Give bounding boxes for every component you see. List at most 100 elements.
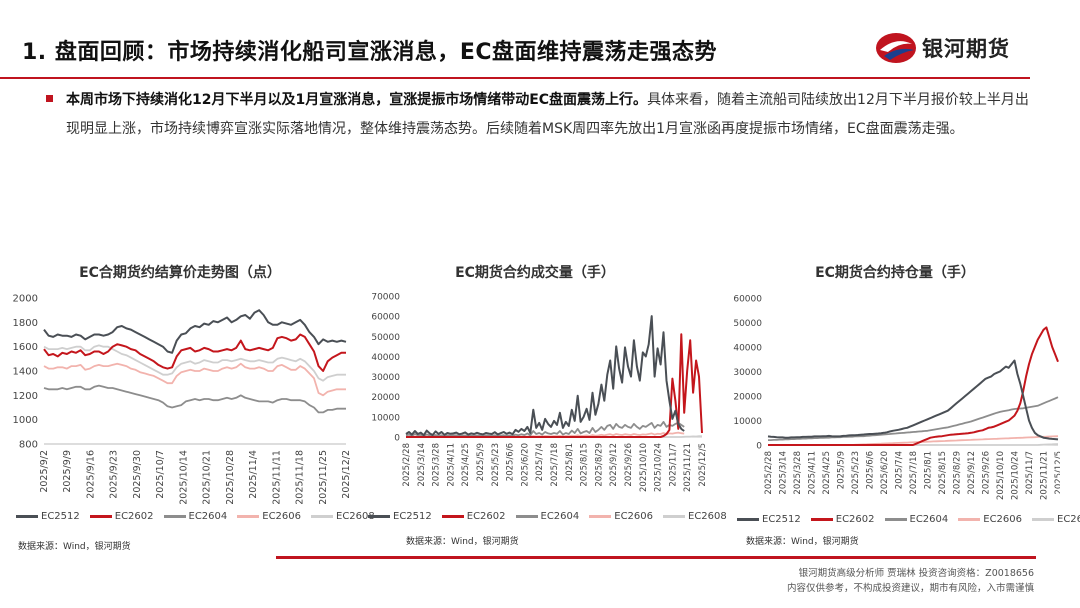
x-tick-label: 2025/11/21 [683, 443, 693, 492]
summary-paragraph: 本周市场下持续消化12月下半月以及1月宣涨消息，宣涨提振市场情绪带动EC盘面震荡… [66, 86, 1031, 144]
x-tick-label: 2025/10/28 [225, 450, 236, 505]
x-tick-label: 2025/4/25 [822, 451, 832, 495]
x-tick-label: 2025/11/18 [295, 450, 306, 505]
title-rule [0, 77, 1030, 79]
legend-label: EC2604 [188, 511, 228, 522]
x-tick-label: 2025/9/12 [967, 451, 977, 495]
series-line-ec2512 [405, 315, 685, 437]
page-title: 1. 盘面回顾：市场持续消化船司宣涨消息，EC盘面维持震荡走强态势 [22, 40, 718, 65]
x-tick-label: 2025/10/10 [996, 451, 1006, 500]
legend-item-ec2602: EC2602 [441, 511, 506, 522]
volume-chart: 70000 60000 50000 40000 30000 20000 10000 0 2025… [362, 282, 712, 510]
footer-rule [276, 556, 1036, 559]
legend-label: EC2606 [983, 514, 1022, 525]
settlement-price-chart: 2000 1800 1600 1400 1200 1000 800 2025/9/2 2025/… [0, 282, 360, 510]
x-tick-label: 2025/9/23 [109, 450, 120, 499]
legend-label: EC2512 [41, 511, 80, 522]
legend-item-ec2608: EC2608 [1032, 514, 1080, 525]
legend-item-ec2608: EC2608 [663, 511, 727, 522]
source-note-2: 数据来源：Wind，银河期货 [406, 537, 519, 547]
legend-swatch [163, 515, 186, 518]
series-line-ec2512 [767, 359, 1059, 441]
x-tick-label: 2025/9/26 [624, 443, 634, 487]
series-line-ec2602 [43, 333, 346, 372]
legend-item-ec2606: EC2606 [958, 514, 1022, 525]
y-tick-label: 50000 [371, 333, 400, 343]
legend-item-ec2602: EC2602 [810, 514, 875, 525]
x-tick-label: 2025/10/24 [1011, 451, 1021, 500]
y-tick-label: 20000 [371, 393, 400, 403]
x-tick-label: 2025/10/7 [155, 450, 166, 499]
y-tick-label: 10000 [371, 413, 400, 423]
x-tick-label: 2025/8/15 [938, 451, 948, 495]
y-tick-label: 1800 [13, 318, 38, 329]
x-tick-label: 2025/5/9 [837, 451, 847, 489]
footer-analyst: 银河期货高级分析师 贾瑞林 投资咨询资格：Z0018656 [798, 568, 1034, 579]
x-tick-label: 2025/12/5 [698, 443, 708, 487]
x-tick-label: 2025/9/30 [132, 450, 143, 499]
x-tick-label: 2025/12/2 [341, 450, 352, 499]
legend-swatch [441, 515, 464, 518]
legend-swatch [16, 515, 38, 518]
legend-swatch [810, 518, 833, 521]
x-tick-label: 2025/11/21 [1040, 451, 1050, 500]
legend-label: EC2608 [688, 511, 727, 522]
y-tick-label: 50000 [733, 319, 762, 329]
legend-item-ec2606: EC2606 [589, 511, 653, 522]
x-tick-label: 2025/3/14 [417, 443, 427, 487]
legend-swatch [958, 518, 981, 521]
x-tick-label: 2025/6/6 [506, 443, 516, 481]
y-tick-label: 30000 [733, 368, 762, 378]
x-tick-label: 2025/6/6 [866, 451, 876, 489]
legend-label: EC2608 [336, 511, 375, 522]
legend-swatch [311, 515, 333, 518]
summary-bold: 本周市场下持续消化12月下半月以及1月宣涨消息，宣涨提振市场情绪带动EC盘面震荡… [66, 92, 648, 108]
x-tick-label: 2025/7/18 [550, 443, 560, 487]
y-tick-label: 1200 [13, 391, 38, 402]
legend-label: EC2512 [393, 511, 432, 522]
legend-label: EC2512 [762, 514, 801, 525]
legend-swatch [515, 515, 538, 518]
legend-label: EC2602 [835, 514, 875, 525]
legend-label: EC2606 [614, 511, 653, 522]
legend-label: EC2604 [540, 511, 580, 522]
y-tick-label: 20000 [733, 393, 762, 403]
legend-item-ec2512: EC2512 [737, 514, 801, 525]
x-tick-label: 2025/8/29 [953, 451, 963, 495]
y-tick-label: 40000 [733, 344, 762, 354]
chart-svg-2: 7000060000500004000030000200001000002025… [371, 293, 708, 493]
x-tick-label: 2025/9/9 [62, 450, 73, 493]
x-tick-label: 2025/3/28 [793, 451, 803, 495]
x-tick-label: 2025/10/24 [654, 443, 664, 492]
x-tick-label: 2025/11/7 [1025, 451, 1035, 495]
legend-label: EC2604 [909, 514, 949, 525]
legend-swatch [663, 515, 685, 518]
x-tick-label: 2025/4/25 [461, 443, 471, 487]
x-tick-label: 2025/11/7 [668, 443, 678, 487]
legend-swatch [89, 515, 112, 518]
series-line-ec2606 [43, 362, 346, 397]
source-note-1: 数据来源：Wind，银河期货 [18, 542, 131, 552]
x-tick-label: 2025/9/16 [85, 450, 96, 499]
y-tick-label: 70000 [371, 293, 400, 303]
x-tick-label: 2025/8/1 [565, 443, 575, 481]
legend-label: EC2602 [114, 511, 154, 522]
legend-item-ec2604: EC2604 [884, 514, 949, 525]
logo-text: 银河期货 [922, 37, 1010, 61]
legend-3: EC2512 EC2602 EC2604 EC2606 EC2608 [737, 514, 1080, 525]
x-tick-label: 2025/5/23 [851, 451, 861, 495]
y-tick-label: 0 [756, 442, 762, 452]
series-line-ec2602 [768, 326, 1059, 446]
y-tick-label: 60000 [733, 295, 762, 305]
series-line-ec2604 [405, 421, 685, 437]
legend-item-ec2606: EC2606 [237, 511, 301, 522]
galaxy-logo-icon [876, 33, 916, 63]
legend-item-ec2608: EC2608 [311, 511, 375, 522]
x-tick-label: 2025/3/28 [432, 443, 442, 487]
x-tick-label: 2025/10/14 [178, 450, 189, 505]
series-line-ec2512 [43, 309, 347, 354]
x-tick-label: 2025/2/28 [764, 451, 774, 495]
legend-swatch [1032, 518, 1054, 521]
brand-logo: 银河期货 [874, 28, 1034, 68]
x-tick-label: 2025/9/26 [982, 451, 992, 495]
